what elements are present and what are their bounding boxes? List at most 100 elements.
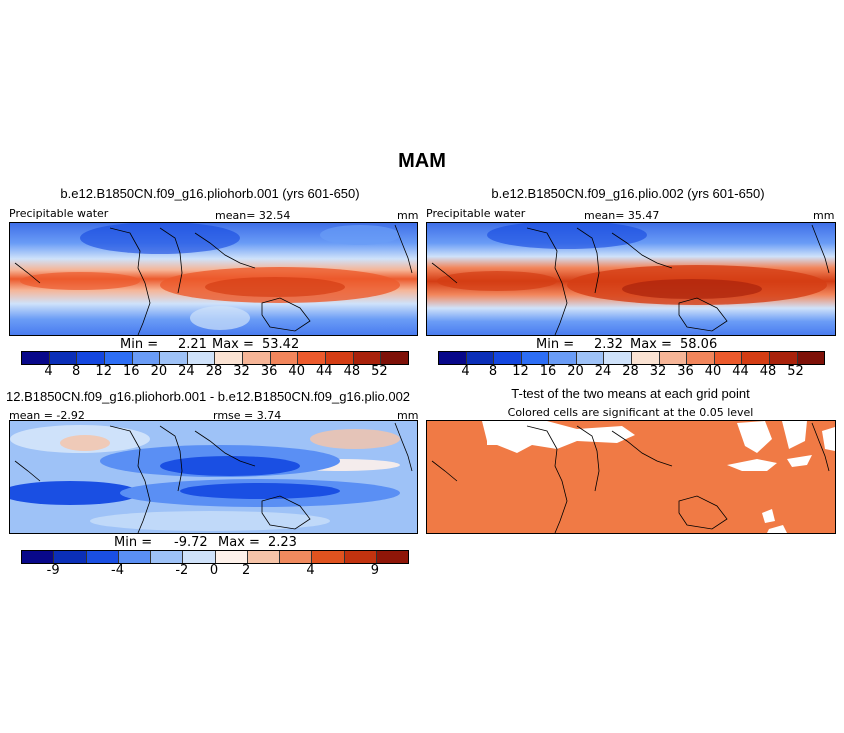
panel3-colorbar-tick-label: 2	[242, 563, 251, 578]
panel1-colorbar-tick-label: 44	[316, 364, 333, 379]
panel1-field	[10, 223, 417, 335]
panel3-colorbar-tick-label: -4	[111, 563, 124, 578]
panel2-colorbar-swatch-1	[466, 352, 495, 364]
panel1-max-label: Max =	[212, 337, 254, 352]
panel2-colorbar-swatch-8	[659, 352, 688, 364]
panel2-colorbar-tick-label: 44	[732, 364, 749, 379]
panel2-colorbar-tick-label: 32	[649, 364, 667, 379]
panel2-colorbar-tick-label: 12	[512, 364, 529, 379]
panel3-colorbar-swatch-3	[118, 551, 151, 563]
panel2-colorbar-tick-label: 40	[704, 364, 722, 379]
panel2-min-label: Min =	[536, 337, 575, 352]
panel2-mean-label: mean= 35.47	[584, 209, 660, 222]
panel1-colorbar	[21, 351, 409, 365]
panel2-title: b.e12.B1850CN.f09_g16.plio.002 (yrs 601-…	[491, 186, 765, 201]
panel3-colorbar-swatch-10	[344, 551, 377, 563]
panel1-colorbar-tick-label: 36	[260, 364, 278, 379]
panel1-colorbar-swatch-12	[353, 352, 382, 364]
panel1-colorbar-swatch-3	[104, 352, 133, 364]
panel2-colorbar-swatch-2	[494, 352, 522, 364]
panel2-colorbar-tick-label: 8	[488, 364, 498, 379]
panel2-colorbar-tick-label: 28	[622, 364, 639, 379]
panel2-units: mm	[813, 209, 835, 222]
panel1-colorbar-swatch-5	[160, 352, 188, 364]
panel2-max-label: Max =	[630, 337, 672, 352]
panel3-colorbar-swatch-1	[54, 551, 87, 563]
panel3-colorbar-tick-label: 9	[370, 563, 379, 578]
panel1-colorbar-ticks: 4 8 12 16 20 24 28 32 36 40 44 48 52	[21, 364, 407, 380]
panel2-colorbar-swatch-10	[714, 352, 743, 364]
panel3-colorbar-tick-label: 0	[209, 563, 219, 578]
panel3-colorbar-swatch-9	[312, 551, 345, 563]
panel2-left-label: Precipitable water	[426, 207, 526, 220]
panel3-colorbar-swatch-11	[376, 551, 408, 563]
panel1-colorbar-swatch-2	[77, 352, 105, 364]
panel2-colorbar-swatch-0	[439, 352, 467, 364]
panel2-max-value: 58.06	[680, 337, 718, 352]
panel3-colorbar-swatch-0	[22, 551, 55, 563]
panel2-colorbar	[438, 351, 825, 365]
panel1-colorbar-swatch-10	[298, 352, 327, 364]
panel2-colorbar-tick-label: 4	[461, 364, 470, 379]
panel2-colorbar-swatch-11	[742, 352, 770, 364]
panel1-title: b.e12.B1850CN.f09_g16.pliohorb.001 (yrs …	[60, 186, 360, 201]
panel2-colorbar-tick-label: 48	[759, 364, 777, 379]
panel2-colorbar-swatch-3	[521, 352, 550, 364]
panel2-colorbar-tick-label: 24	[594, 364, 612, 379]
panel1-left-label: Precipitable water	[9, 207, 109, 220]
panel3-colorbar	[21, 550, 409, 564]
panel1-colorbar-swatch-13	[381, 352, 408, 364]
panel1-colorbar-tick-label: 12	[95, 364, 112, 379]
panel2-colorbar-tick-label: 16	[539, 364, 557, 379]
panel2-colorbar-swatch-9	[687, 352, 715, 364]
panel3-colorbar-tick-label: 4	[306, 563, 315, 578]
panel3-max-label: Max =	[218, 535, 260, 550]
panel1-colorbar-tick-label: 40	[288, 364, 305, 379]
panel3-map	[9, 420, 418, 534]
panel1-colorbar-tick-label: 24	[178, 364, 195, 379]
panel1-colorbar-swatch-6	[187, 352, 216, 364]
panel4-subtitle: Colored cells are significant at the 0.0…	[507, 406, 754, 419]
panel2-colorbar-swatch-7	[632, 352, 660, 364]
panel3-colorbar-tick-label: -9	[46, 563, 60, 578]
panel2-colorbar-swatch-5	[576, 352, 605, 364]
panel4-map	[426, 420, 836, 534]
panel1-colorbar-tick-label: 52	[371, 364, 388, 379]
panel4-field	[427, 421, 835, 533]
panel1-colorbar-tick-label: 48	[343, 364, 361, 379]
panel2-colorbar-swatch-6	[604, 352, 633, 364]
panel1-units: mm	[397, 209, 419, 222]
panel1-colorbar-swatch-7	[215, 352, 244, 364]
panel1-colorbar-tick-label: 20	[150, 364, 168, 379]
panel2-colorbar-ticks: 4 8 12 16 20 24 28 32 36 40 44 48 52	[438, 364, 823, 380]
panel1-min-label: Min =	[120, 337, 159, 352]
panel3-colorbar-ticks: -9 -4 -2 0 2 4 9	[21, 563, 407, 579]
panel1-mean-label: mean= 32.54	[215, 209, 291, 222]
panel4-title: T-test of the two means at each grid poi…	[511, 386, 750, 401]
panel3-colorbar-swatch-8	[280, 551, 313, 563]
panel1-colorbar-swatch-9	[270, 352, 299, 364]
panel3-rmse-label: rmse = 3.74	[213, 409, 282, 422]
figure-title: MAM	[398, 150, 446, 172]
panel3-field	[10, 421, 417, 533]
panel3-mean-label: mean = -2.92	[9, 409, 85, 422]
panel1-colorbar-swatch-0	[22, 352, 50, 364]
panel1-colorbar-tick-label: 28	[205, 364, 223, 379]
panel1-colorbar-swatch-11	[326, 352, 354, 364]
panel1-colorbar-swatch-8	[243, 352, 271, 364]
panel2-colorbar-swatch-12	[769, 352, 798, 364]
panel3-max-value: 2.23	[268, 535, 297, 550]
panel3-colorbar-swatch-6	[215, 551, 248, 563]
panel3-min-value: -9.72	[174, 535, 208, 550]
panel2-map	[426, 222, 836, 336]
panel2-colorbar-swatch-4	[549, 352, 577, 364]
panel3-colorbar-tick-label: -2	[175, 563, 189, 578]
panel1-colorbar-tick-label: 32	[233, 364, 250, 379]
panel2-colorbar-swatch-13	[797, 352, 825, 364]
panel3-colorbar-swatch-4	[151, 551, 184, 563]
panel2-colorbar-tick-label: 20	[567, 364, 584, 379]
panel3-title: 12.B1850CN.f09_g16.pliohorb.001 - b.e12.…	[6, 389, 411, 404]
panel1-colorbar-swatch-4	[132, 352, 161, 364]
panel1-colorbar-tick-label: 16	[123, 364, 140, 379]
panel3-colorbar-swatch-2	[86, 551, 119, 563]
